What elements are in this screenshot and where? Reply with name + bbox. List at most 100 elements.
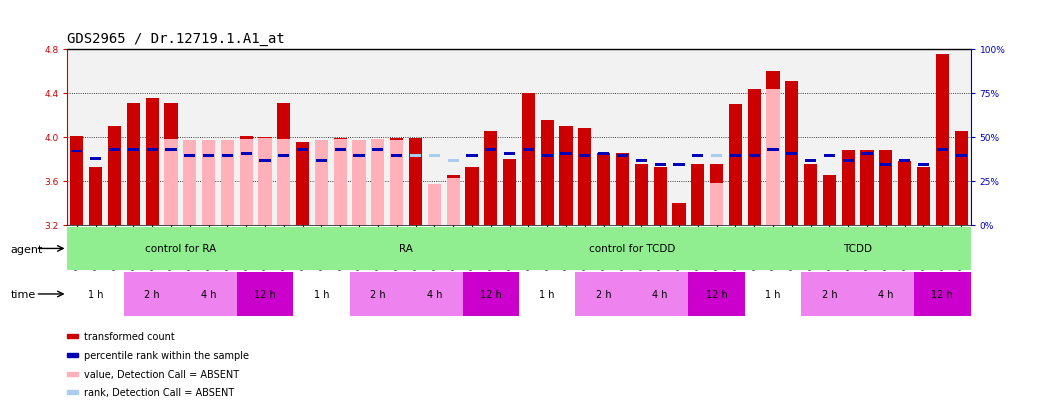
- Bar: [109, 149, 120, 152]
- Bar: [766, 71, 780, 225]
- Bar: [730, 154, 741, 157]
- Bar: [240, 136, 253, 225]
- Bar: [522, 93, 535, 225]
- Bar: [634, 165, 648, 225]
- Bar: [654, 168, 666, 225]
- Bar: [918, 164, 929, 166]
- Bar: [579, 154, 591, 157]
- Bar: [914, 273, 971, 316]
- Bar: [519, 273, 575, 316]
- Bar: [181, 273, 237, 316]
- Bar: [128, 149, 139, 152]
- Text: 4 h: 4 h: [427, 289, 442, 299]
- Text: 12 h: 12 h: [254, 289, 276, 299]
- Bar: [632, 273, 688, 316]
- Text: 12 h: 12 h: [706, 289, 728, 299]
- Bar: [710, 183, 723, 225]
- Bar: [145, 99, 159, 225]
- Bar: [127, 103, 140, 225]
- Bar: [542, 154, 553, 157]
- Bar: [373, 149, 383, 152]
- Text: 1 h: 1 h: [540, 289, 555, 299]
- Bar: [240, 140, 253, 225]
- Bar: [296, 143, 309, 225]
- Bar: [955, 132, 967, 225]
- Bar: [67, 227, 294, 271]
- Bar: [354, 154, 364, 157]
- Bar: [463, 273, 519, 316]
- Bar: [823, 176, 836, 225]
- Text: control for RA: control for RA: [144, 244, 216, 254]
- Bar: [655, 164, 665, 166]
- Bar: [390, 140, 404, 225]
- Bar: [917, 168, 930, 225]
- Bar: [90, 158, 102, 161]
- Bar: [183, 140, 196, 225]
- Bar: [861, 150, 874, 225]
- Bar: [519, 227, 745, 271]
- Bar: [67, 273, 124, 316]
- Bar: [786, 152, 797, 155]
- Bar: [184, 154, 195, 157]
- Bar: [466, 154, 477, 157]
- Text: 12 h: 12 h: [931, 289, 953, 299]
- Bar: [824, 154, 835, 157]
- Text: RA: RA: [400, 244, 413, 254]
- Bar: [485, 149, 496, 152]
- Bar: [406, 273, 463, 316]
- Bar: [729, 104, 742, 225]
- Text: transformed count: transformed count: [84, 332, 174, 342]
- Bar: [879, 150, 893, 225]
- Text: 4 h: 4 h: [878, 289, 894, 299]
- Bar: [124, 273, 181, 316]
- Bar: [260, 160, 271, 163]
- Bar: [559, 126, 573, 225]
- Text: 2 h: 2 h: [822, 289, 838, 299]
- Bar: [89, 168, 103, 225]
- Bar: [108, 126, 121, 225]
- Bar: [843, 160, 854, 163]
- Bar: [350, 273, 406, 316]
- Bar: [935, 55, 949, 225]
- Bar: [597, 154, 610, 225]
- Bar: [936, 149, 948, 152]
- Text: 2 h: 2 h: [144, 289, 160, 299]
- Bar: [258, 138, 272, 225]
- Bar: [898, 161, 911, 225]
- Bar: [164, 140, 177, 225]
- Bar: [409, 138, 422, 225]
- Bar: [561, 152, 572, 155]
- Bar: [673, 203, 685, 225]
- Bar: [745, 227, 971, 271]
- Bar: [237, 273, 294, 316]
- Bar: [293, 273, 350, 316]
- Bar: [183, 167, 196, 225]
- Bar: [410, 154, 421, 157]
- Bar: [258, 138, 272, 225]
- Bar: [334, 149, 346, 152]
- Bar: [353, 140, 365, 225]
- Bar: [333, 138, 347, 225]
- Bar: [767, 149, 778, 152]
- Bar: [692, 154, 704, 157]
- Bar: [222, 154, 233, 157]
- Bar: [333, 140, 347, 225]
- Bar: [203, 154, 214, 157]
- Bar: [635, 160, 647, 163]
- Bar: [842, 150, 855, 225]
- Bar: [541, 121, 554, 225]
- Bar: [277, 103, 291, 225]
- Bar: [747, 90, 761, 225]
- Text: value, Detection Call = ABSENT: value, Detection Call = ABSENT: [84, 369, 239, 379]
- Bar: [748, 154, 760, 157]
- Bar: [202, 170, 215, 225]
- Bar: [428, 185, 441, 225]
- Text: GDS2965 / Dr.12719.1.A1_at: GDS2965 / Dr.12719.1.A1_at: [67, 31, 285, 45]
- Text: 4 h: 4 h: [200, 289, 216, 299]
- Bar: [484, 132, 497, 225]
- Bar: [523, 149, 534, 152]
- Bar: [598, 152, 609, 155]
- Bar: [617, 154, 628, 157]
- Bar: [880, 164, 892, 166]
- Bar: [353, 167, 365, 225]
